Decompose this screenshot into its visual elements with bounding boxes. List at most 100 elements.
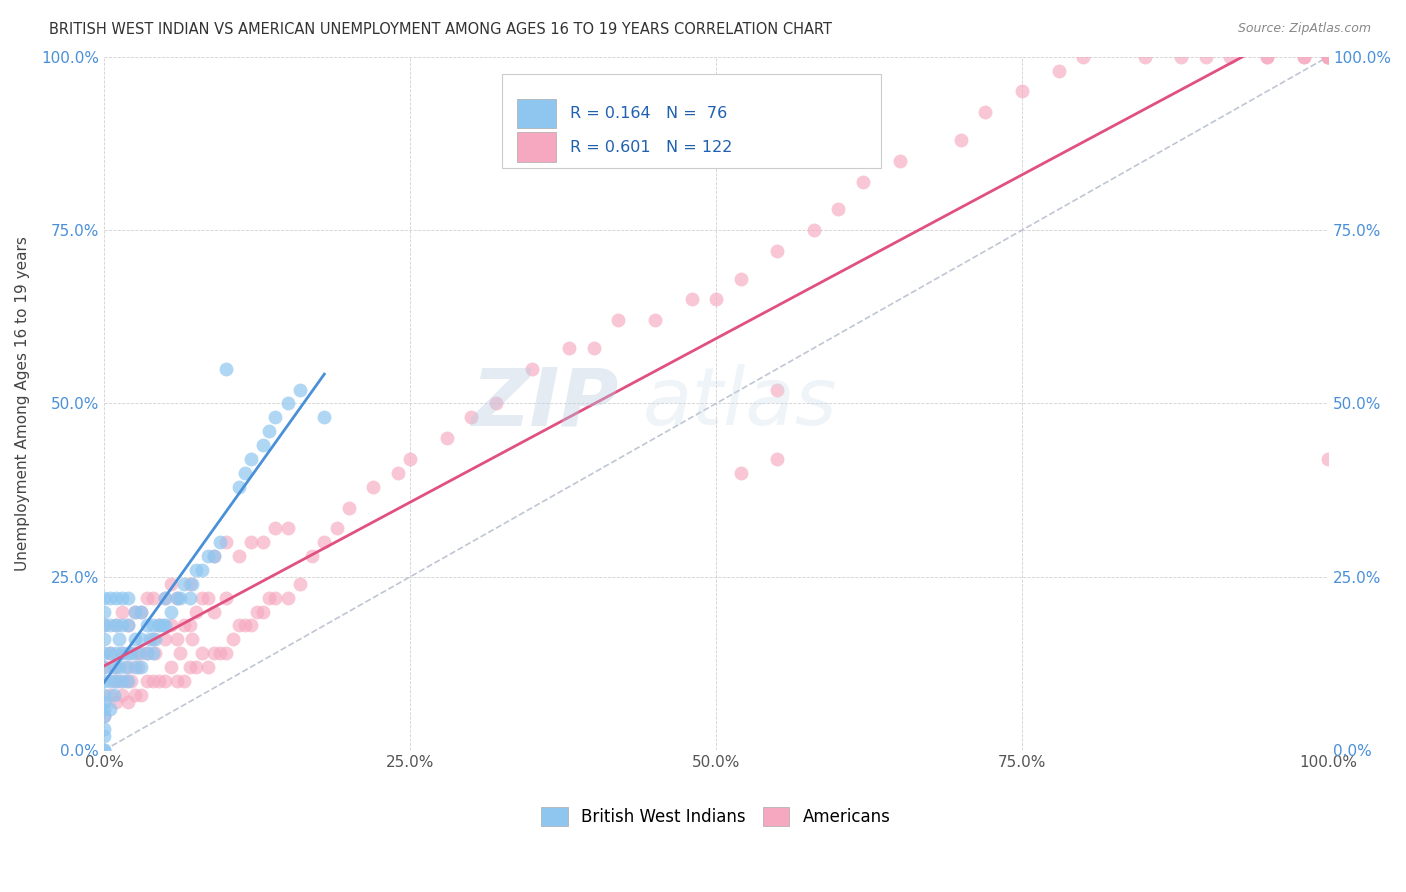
Point bbox=[1195, 50, 1218, 64]
Point bbox=[1317, 50, 1340, 64]
Point bbox=[1170, 50, 1192, 64]
Point bbox=[93, 618, 115, 632]
Point bbox=[949, 133, 972, 147]
Text: R = 0.601   N = 122: R = 0.601 N = 122 bbox=[571, 139, 733, 154]
Point bbox=[173, 673, 195, 688]
Point bbox=[215, 591, 238, 605]
Point bbox=[1011, 84, 1033, 98]
Point bbox=[153, 591, 176, 605]
Point bbox=[1317, 50, 1340, 64]
Point bbox=[111, 673, 134, 688]
Point bbox=[1047, 63, 1070, 78]
Point bbox=[337, 500, 360, 515]
Point bbox=[142, 646, 165, 660]
Point bbox=[115, 660, 138, 674]
Point bbox=[153, 618, 176, 632]
Point bbox=[252, 438, 274, 452]
Point bbox=[436, 431, 458, 445]
Point bbox=[301, 549, 323, 563]
Point bbox=[288, 383, 311, 397]
Point bbox=[93, 660, 115, 674]
Point bbox=[117, 673, 139, 688]
Point bbox=[558, 341, 581, 355]
Point bbox=[107, 632, 129, 647]
Point bbox=[127, 646, 149, 660]
Point bbox=[184, 563, 207, 577]
Point bbox=[93, 660, 115, 674]
Point bbox=[142, 591, 165, 605]
Point bbox=[277, 396, 299, 410]
Point bbox=[111, 646, 134, 660]
Point bbox=[103, 660, 125, 674]
Point bbox=[228, 549, 250, 563]
Point bbox=[228, 480, 250, 494]
Point bbox=[93, 688, 115, 702]
Point bbox=[264, 521, 287, 535]
Point bbox=[202, 549, 225, 563]
Point bbox=[145, 632, 167, 647]
Point bbox=[111, 605, 134, 619]
Point bbox=[215, 361, 238, 376]
Legend: British West Indians, Americans: British West Indians, Americans bbox=[534, 800, 897, 833]
Point bbox=[264, 591, 287, 605]
Point bbox=[135, 673, 157, 688]
Point bbox=[142, 618, 165, 632]
Point bbox=[152, 618, 174, 632]
Point bbox=[215, 535, 238, 549]
Point bbox=[145, 646, 167, 660]
Point bbox=[124, 632, 146, 647]
Point bbox=[105, 673, 128, 688]
Point bbox=[93, 695, 115, 709]
Point bbox=[98, 591, 121, 605]
Point bbox=[105, 591, 128, 605]
Point bbox=[105, 695, 128, 709]
Point bbox=[277, 591, 299, 605]
Point bbox=[129, 660, 152, 674]
Point bbox=[111, 688, 134, 702]
Point bbox=[93, 723, 115, 737]
Point bbox=[264, 410, 287, 425]
Point bbox=[1071, 50, 1094, 64]
Point bbox=[124, 605, 146, 619]
Point bbox=[974, 105, 997, 120]
Point bbox=[98, 646, 121, 660]
Point bbox=[288, 576, 311, 591]
Bar bbox=[516, 133, 555, 161]
Point bbox=[239, 535, 262, 549]
Point bbox=[160, 576, 183, 591]
Text: ZIP: ZIP bbox=[471, 365, 619, 442]
Point bbox=[98, 618, 121, 632]
Point bbox=[129, 605, 152, 619]
Point bbox=[93, 605, 115, 619]
Point bbox=[184, 660, 207, 674]
Point bbox=[730, 271, 752, 285]
Point bbox=[228, 618, 250, 632]
Point bbox=[117, 618, 139, 632]
Point bbox=[142, 632, 165, 647]
Point bbox=[215, 646, 238, 660]
Point bbox=[135, 618, 157, 632]
Point bbox=[277, 521, 299, 535]
Point bbox=[191, 646, 214, 660]
Point bbox=[111, 591, 134, 605]
Point bbox=[117, 660, 139, 674]
Point bbox=[135, 591, 157, 605]
Point bbox=[1133, 50, 1156, 64]
Point bbox=[681, 293, 703, 307]
Point bbox=[120, 646, 142, 660]
Point bbox=[704, 293, 727, 307]
Point bbox=[111, 618, 134, 632]
Point bbox=[166, 591, 188, 605]
Point bbox=[889, 153, 911, 168]
Point bbox=[129, 605, 152, 619]
Point bbox=[221, 632, 243, 647]
Point bbox=[93, 618, 115, 632]
Point bbox=[852, 175, 875, 189]
Point bbox=[644, 313, 666, 327]
Point bbox=[1256, 50, 1278, 64]
FancyBboxPatch shape bbox=[502, 74, 882, 168]
Point bbox=[103, 673, 125, 688]
Point bbox=[169, 591, 191, 605]
Point bbox=[387, 466, 409, 480]
Point bbox=[148, 618, 170, 632]
